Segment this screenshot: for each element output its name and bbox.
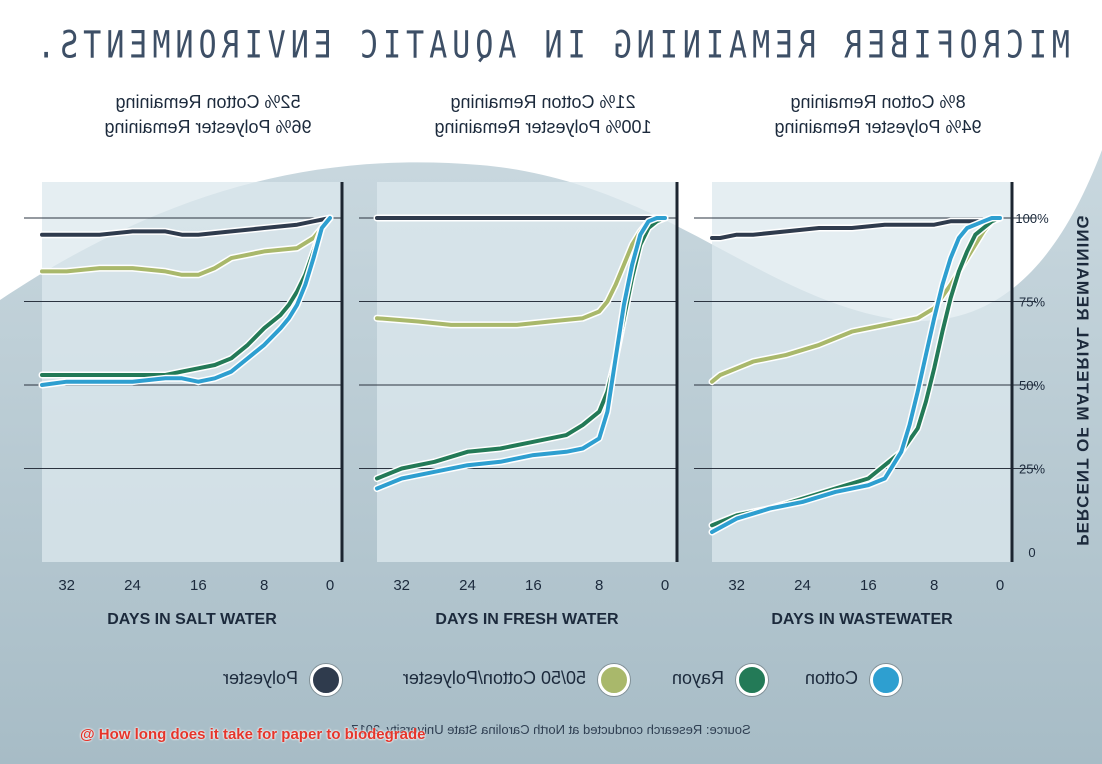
x-tick-label: 32 (393, 577, 410, 594)
plot-area (712, 182, 1012, 562)
series-line (375, 216, 667, 481)
legend-swatch (598, 664, 630, 696)
legend-swatch (870, 664, 902, 696)
x-tick-label: 0 (661, 577, 669, 594)
x-tick-label: 24 (124, 577, 141, 594)
charts-svg: 0 8 16 24 32 DAYS IN WASTEWATER 0 25% 50% 75% 100%… (24, 182, 1049, 628)
series-line (375, 216, 667, 491)
y-tick-label: 50% (1019, 378, 1045, 393)
legend-swatch (310, 664, 342, 696)
series-line (40, 216, 332, 387)
series-line (40, 216, 332, 277)
x-tick-label: 24 (794, 577, 811, 594)
y-tick-label: 25% (1019, 462, 1045, 477)
legend-label: 50/50 Cotton/Polyester (402, 668, 586, 688)
legend-label: Rayon (671, 668, 724, 688)
image-caption: @ How long does it take for paper to bio… (80, 726, 426, 743)
y-tick-label: 100% (1015, 211, 1049, 226)
series-line (40, 216, 332, 237)
x-tick-label: 32 (728, 577, 745, 594)
x-tick-label: 0 (996, 577, 1004, 594)
series-line (710, 216, 1002, 384)
y-tick-label: 0 (1028, 545, 1035, 560)
x-tick-label: 8 (595, 577, 603, 594)
x-axis-label: DAYS IN SALT WATER (107, 611, 277, 628)
x-tick-label: 8 (930, 577, 938, 594)
x-tick-label: 24 (459, 577, 476, 594)
legend-label: Polyester (222, 668, 298, 688)
x-tick-label: 16 (525, 577, 542, 594)
x-tick-label: 16 (860, 577, 877, 594)
x-axis-label: DAYS IN WASTEWATER (771, 611, 953, 628)
plot-area (377, 182, 677, 562)
legend-label: Cotton (804, 668, 858, 688)
x-tick-label: 8 (260, 577, 268, 594)
series-line (710, 216, 1002, 534)
x-tick-label: 0 (326, 577, 334, 594)
x-axis-label: DAYS IN FRESH WATER (435, 611, 619, 628)
legend-swatch (736, 664, 768, 696)
y-tick-label: 75% (1019, 295, 1045, 310)
series-line (710, 216, 1002, 240)
x-tick-label: 16 (190, 577, 207, 594)
x-tick-label: 32 (58, 577, 75, 594)
